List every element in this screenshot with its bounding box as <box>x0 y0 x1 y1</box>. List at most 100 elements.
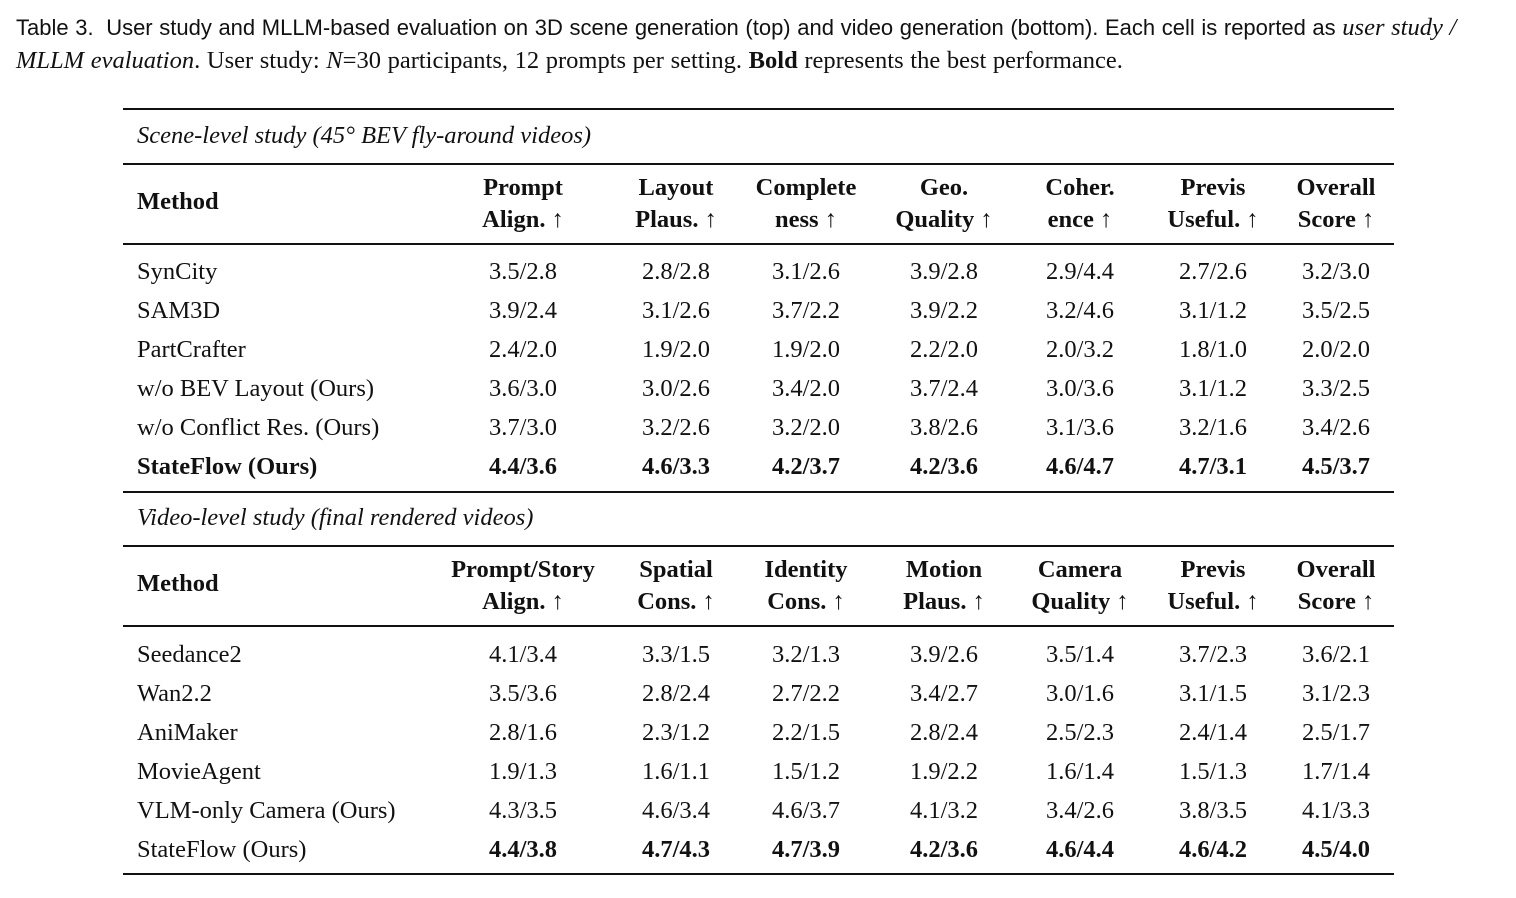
table-row: SynCity 3.5/2.8 2.8/2.8 3.1/2.6 3.9/2.8 2.9/4… <box>123 252 1394 291</box>
score-cell: 2.2/2.0 <box>909 336 979 363</box>
method-name: MovieAgent <box>137 758 261 785</box>
column-header-line2: ness ↑ <box>775 206 837 233</box>
score-cell: 3.2/4.6 <box>1045 297 1115 324</box>
score-cell: 3.0/2.6 <box>641 375 711 402</box>
scene-header-rule <box>123 243 1394 245</box>
score-cell: 3.1/2.3 <box>1301 680 1371 707</box>
column-header-line2: Quality ↑ <box>895 206 993 233</box>
caption-text-3: . User study: <box>194 47 327 74</box>
score-cell: 1.9/2.0 <box>641 336 711 363</box>
score-cell: 4.7/3.9 <box>771 836 841 863</box>
caption-text-5: represents the best performance. <box>797 47 1123 74</box>
score-cell: 1.9/1.3 <box>488 758 558 785</box>
method-name: Wan2.2 <box>137 680 212 707</box>
score-cell: 4.7/3.1 <box>1178 453 1248 480</box>
video-column-header: Camera Quality ↑ <box>1031 554 1128 618</box>
video-column-header: Previs Useful. ↑ <box>1167 554 1258 618</box>
column-header-line2: Cons. ↑ <box>767 588 845 615</box>
column-header-line2: Score ↑ <box>1297 206 1375 233</box>
score-cell: 3.2/3.0 <box>1301 258 1371 285</box>
column-header-line2: Align. ↑ <box>482 588 564 615</box>
table-row: Seedance2 4.1/3.4 3.3/1.5 3.2/1.3 3.9/2.6 3.5… <box>123 635 1394 674</box>
score-cell: 4.6/3.7 <box>771 797 841 824</box>
scene-column-header: Layout Plaus. ↑ <box>635 172 717 236</box>
score-cell: 2.0/2.0 <box>1301 336 1371 363</box>
column-header-line1: Spatial <box>639 556 713 583</box>
score-cell: 1.9/2.2 <box>909 758 979 785</box>
method-name: SynCity <box>137 258 218 285</box>
column-header-line1: Overall <box>1296 556 1376 583</box>
score-cell: 4.5/4.0 <box>1301 836 1371 863</box>
score-cell: 1.5/1.3 <box>1178 758 1248 785</box>
table-row: SAM3D 3.9/2.4 3.1/2.6 3.7/2.2 3.9/2.2 3.2/4.6… <box>123 291 1394 330</box>
caption-label: Table 3. <box>16 15 94 40</box>
method-name: AniMaker <box>137 719 238 746</box>
score-cell: 4.2/3.6 <box>909 836 979 863</box>
score-cell: 4.6/4.7 <box>1045 453 1115 480</box>
video-title-rule <box>123 545 1394 547</box>
column-header-line1: Coher. <box>1045 174 1115 201</box>
score-cell: 3.1/3.6 <box>1045 414 1115 441</box>
score-cell: 4.6/4.2 <box>1178 836 1248 863</box>
score-cell: 4.1/3.4 <box>488 641 558 668</box>
caption-text-1: User study and MLLM-based evaluation on … <box>106 15 1336 40</box>
score-cell: 3.3/1.5 <box>641 641 711 668</box>
table-caption: Table 3. User study and MLLM-based evalu… <box>16 11 1506 77</box>
score-cell: 4.1/3.3 <box>1301 797 1371 824</box>
caption-text-4: =30 participants, 12 prompts per setting… <box>342 47 749 74</box>
video-column-header: Overall Score ↑ <box>1297 554 1376 618</box>
score-cell: 3.9/2.8 <box>909 258 979 285</box>
table-row: w/o BEV Layout (Ours) 3.6/3.0 3.0/2.6 3.4/2… <box>123 369 1394 408</box>
column-header-line1: Prompt/Story <box>451 556 595 583</box>
column-header-line2: Cons. ↑ <box>637 588 715 615</box>
video-method-header: Method <box>137 570 219 597</box>
score-cell: 3.9/2.4 <box>488 297 558 324</box>
column-header-line2: Plaus. ↑ <box>903 588 985 615</box>
method-name: w/o Conflict Res. (Ours) <box>137 414 380 441</box>
score-cell: 1.8/1.0 <box>1178 336 1248 363</box>
score-cell: 3.8/3.5 <box>1178 797 1248 824</box>
scene-title-rule <box>123 163 1394 165</box>
score-cell: 3.1/1.5 <box>1178 680 1248 707</box>
column-header-line1: Camera <box>1037 556 1123 583</box>
video-column-header: Motion Plaus. ↑ <box>903 554 985 618</box>
score-cell: 4.5/3.7 <box>1301 453 1371 480</box>
scene-column-header: Prompt Align. ↑ <box>482 172 564 236</box>
table-row: PartCrafter 2.4/2.0 1.9/2.0 1.9/2.0 2.2/2.0 2… <box>123 330 1394 369</box>
column-header-line1: Previs <box>1180 556 1246 583</box>
score-cell: 3.2/1.3 <box>771 641 841 668</box>
score-cell: 3.1/2.6 <box>641 297 711 324</box>
score-cell: 2.5/2.3 <box>1045 719 1115 746</box>
score-cell: 3.5/2.5 <box>1301 297 1371 324</box>
top-rule <box>123 108 1394 110</box>
score-cell: 3.2/2.0 <box>771 414 841 441</box>
score-cell: 1.6/1.4 <box>1045 758 1115 785</box>
score-cell: 3.2/2.6 <box>641 414 711 441</box>
score-cell: 4.4/3.8 <box>488 836 558 863</box>
score-cell: 2.4/1.4 <box>1178 719 1248 746</box>
score-cell: 4.7/4.3 <box>641 836 711 863</box>
score-cell: 3.8/2.6 <box>909 414 979 441</box>
score-cell: 2.7/2.6 <box>1178 258 1248 285</box>
video-column-header: Spatial Cons. ↑ <box>637 554 715 618</box>
score-cell: 3.5/1.4 <box>1045 641 1115 668</box>
method-name: w/o BEV Layout (Ours) <box>137 375 375 402</box>
score-cell: 3.4/2.7 <box>909 680 979 707</box>
video-column-header: Prompt/Story Align. ↑ <box>451 554 595 618</box>
column-header-line1: Geo. <box>919 174 969 201</box>
column-header-line1: Complete <box>755 174 857 201</box>
score-cell: 2.8/2.4 <box>909 719 979 746</box>
score-cell: 3.5/3.6 <box>488 680 558 707</box>
score-cell: 4.6/4.4 <box>1045 836 1115 863</box>
video-section-title: Video-level study (final rendered videos… <box>137 504 534 531</box>
table-row: Wan2.2 3.5/3.6 2.8/2.4 2.7/2.2 3.4/2.7 3.0/1.… <box>123 674 1394 713</box>
section-divider-rule <box>123 491 1394 493</box>
column-header-line2: Useful. ↑ <box>1167 588 1259 615</box>
score-cell: 4.4/3.6 <box>488 453 558 480</box>
score-cell: 4.2/3.7 <box>771 453 841 480</box>
score-cell: 2.0/3.2 <box>1045 336 1115 363</box>
method-name: Seedance2 <box>137 641 242 668</box>
method-name: StateFlow (Ours) <box>137 453 318 480</box>
score-cell: 2.2/1.5 <box>771 719 841 746</box>
scene-column-header: Complete ness ↑ <box>756 172 857 236</box>
